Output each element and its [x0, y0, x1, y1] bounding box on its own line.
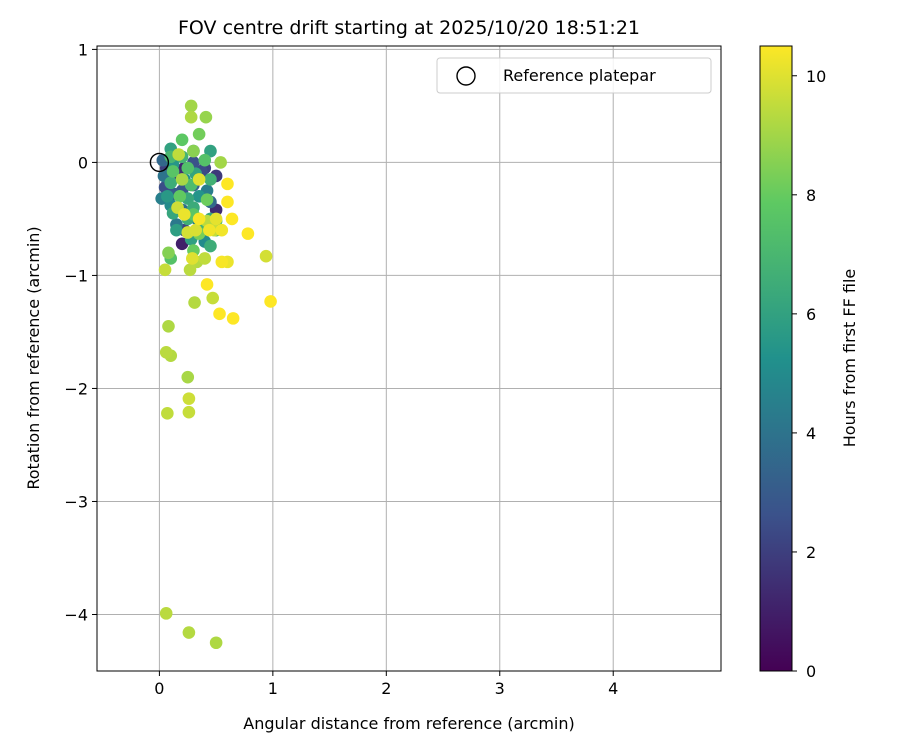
data-point [186, 252, 199, 265]
y-tick-label: 1 [78, 40, 88, 59]
data-point [204, 239, 217, 253]
data-point [161, 190, 174, 203]
x-tick-label: 4 [608, 679, 618, 698]
y-tick-label: −4 [64, 605, 88, 624]
colorbar-ticks: 0 2 4 6 8 10 [792, 67, 826, 681]
legend-reference-marker [456, 66, 476, 86]
data-point [178, 208, 191, 221]
data-point [181, 161, 195, 175]
data-point [209, 636, 223, 650]
data-point [226, 312, 240, 325]
data-point [215, 223, 229, 237]
data-point [184, 110, 198, 124]
y-tick-label: −3 [64, 492, 88, 511]
data-point [192, 173, 206, 186]
data-point [188, 296, 201, 309]
colorbar-tick-label: 4 [806, 424, 816, 443]
data-point [166, 165, 180, 178]
data-point [206, 291, 220, 305]
data-point [198, 252, 212, 265]
grid-lines [97, 46, 721, 671]
data-point [221, 177, 234, 191]
chart-title: FOV centre drift starting at 2025/10/20 … [178, 17, 640, 39]
data-point [214, 156, 227, 169]
y-axis-label: Rotation from reference (arcmin) [24, 226, 43, 489]
data-point [187, 144, 200, 158]
data-point [259, 249, 273, 263]
plot-frame [96, 45, 722, 672]
y-tick-label: −1 [64, 266, 88, 285]
data-point [204, 173, 217, 186]
colorbar-tick-label: 2 [806, 543, 816, 562]
data-point [200, 193, 214, 207]
y-tick-label: −2 [64, 379, 88, 398]
data-point [221, 195, 234, 209]
colorbar [759, 45, 793, 672]
legend: Reference platepar [436, 57, 712, 94]
data-points [149, 99, 277, 650]
colorbar-tick-label: 0 [806, 662, 816, 681]
data-point [159, 345, 173, 359]
data-point [225, 212, 239, 226]
data-point [184, 99, 198, 113]
data-point [264, 295, 277, 308]
x-tick-label: 1 [268, 679, 278, 698]
data-point [170, 223, 183, 237]
x-tick-label: 2 [381, 679, 391, 698]
legend-box [436, 57, 712, 94]
colorbar-label: Hours from first FF file [840, 269, 859, 448]
x-tick-label: 3 [495, 679, 505, 698]
reference-platepar-marker [149, 152, 170, 173]
data-point [241, 227, 255, 240]
data-point [200, 278, 214, 291]
data-point [158, 263, 172, 277]
data-point [192, 127, 206, 141]
data-point [182, 405, 196, 419]
data-point [162, 319, 175, 333]
data-point [203, 223, 216, 237]
x-axis-label: Angular distance from reference (arcmin) [243, 714, 574, 733]
data-point [198, 153, 212, 167]
data-point [182, 392, 196, 405]
colorbar-tick-label: 8 [806, 186, 816, 205]
data-point [181, 370, 195, 384]
data-point [215, 255, 229, 269]
data-point [199, 110, 213, 124]
colorbar-tick-label: 10 [806, 67, 826, 86]
y-tick-label: 0 [78, 153, 88, 172]
data-point [175, 133, 189, 147]
data-point [175, 173, 189, 186]
data-point [182, 626, 196, 639]
data-point [209, 212, 223, 226]
data-point [164, 176, 178, 190]
data-point [162, 246, 175, 260]
data-point [172, 148, 185, 161]
data-point [183, 263, 197, 277]
data-point [159, 607, 173, 620]
data-point [173, 190, 187, 203]
colorbar-tick-label: 6 [806, 305, 816, 324]
legend-reference-label: Reference platepar [503, 66, 656, 85]
data-point [213, 307, 226, 321]
data-point [161, 407, 174, 420]
data-point [189, 223, 203, 237]
x-tick-label: 0 [154, 679, 164, 698]
data-point [192, 212, 206, 226]
axis-ticks: 0 1 2 3 4 1 0 −1 −2 −3 −4 [64, 40, 618, 698]
data-point [204, 144, 217, 158]
